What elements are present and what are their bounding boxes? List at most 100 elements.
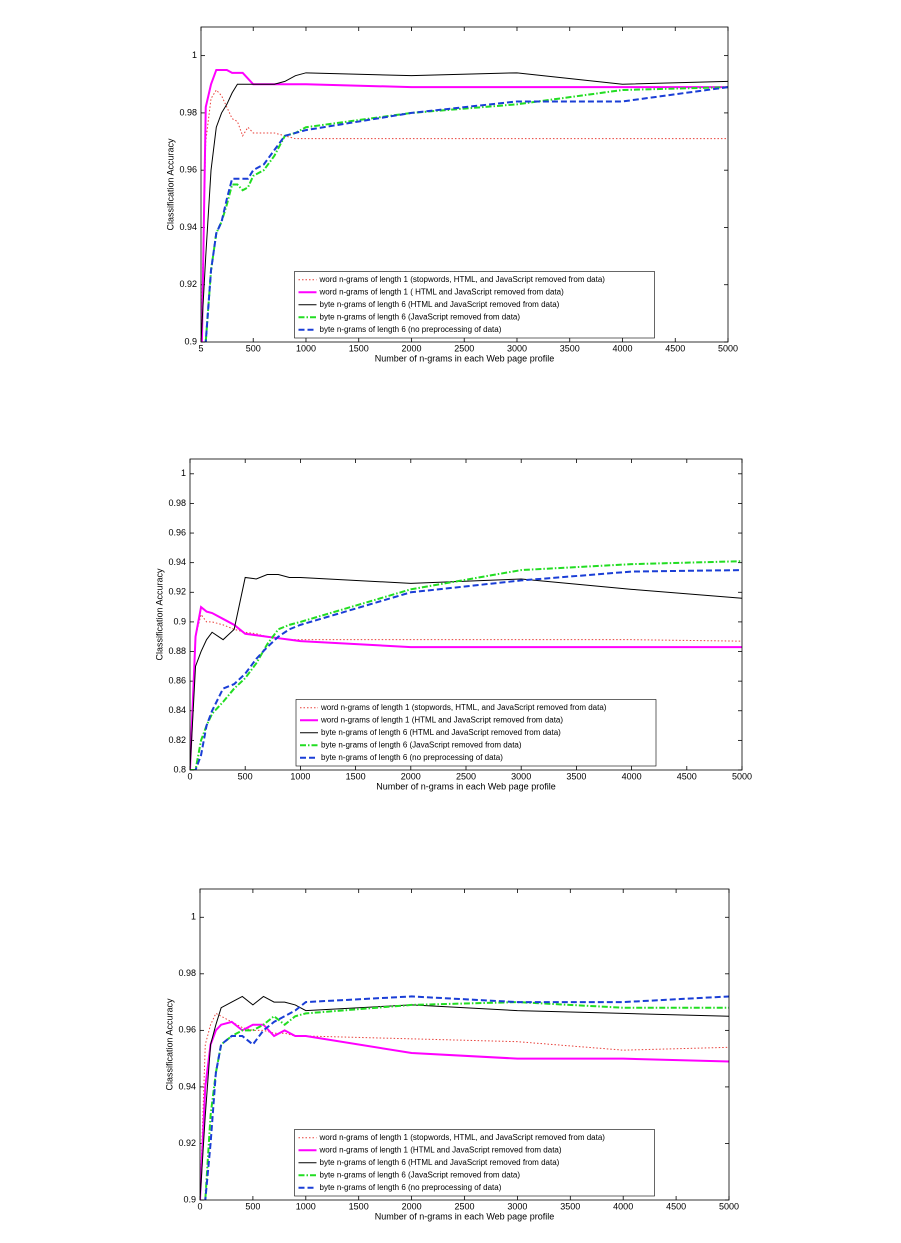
legend-label: byte n-grams of length 6 (HTML and JavaS… xyxy=(320,1158,560,1167)
x-tick-label: 2500 xyxy=(456,771,476,781)
series-line xyxy=(201,68,728,342)
x-tick-label: 3000 xyxy=(511,771,531,781)
legend-box xyxy=(294,1129,655,1197)
legend-label: byte n-grams of length 6 (HTML and JavaS… xyxy=(321,728,561,737)
x-tick-label: 4500 xyxy=(665,343,685,353)
x-tick-label: 500 xyxy=(245,1201,260,1211)
x-tick-label: 2500 xyxy=(454,343,474,353)
plot-frame xyxy=(199,888,730,1201)
y-tick-label: 0.94 xyxy=(178,1081,196,1091)
y-tick-label: 0.8 xyxy=(173,764,186,774)
y-tick-label: 0.96 xyxy=(178,1025,196,1035)
y-tick-label: 0.9 xyxy=(173,616,186,626)
y-tick-label: 0.96 xyxy=(168,527,186,537)
y-tick-label: 0.9 xyxy=(184,336,197,346)
legend-label: byte n-grams of length 6 (JavaScript rem… xyxy=(320,1170,521,1179)
x-tick-label: 2500 xyxy=(454,1201,474,1211)
legend-label: byte n-grams of length 6 (JavaScript rem… xyxy=(321,740,522,749)
x-tick-label: 1500 xyxy=(349,343,369,353)
x-tick-label: 2000 xyxy=(401,771,421,781)
legend: word n-grams of length 1 (stopwords, HTM… xyxy=(294,1129,655,1197)
x-tick-label: 500 xyxy=(246,343,261,353)
x-tick-label: 2000 xyxy=(401,343,421,353)
y-tick-label: 0.92 xyxy=(178,1138,196,1148)
x-tick-label: 0 xyxy=(197,1201,202,1211)
x-tick-label: 2000 xyxy=(402,1201,422,1211)
series-line xyxy=(204,995,729,1200)
series-line xyxy=(201,89,728,342)
legend: word n-grams of length 1 (stopwords, HTM… xyxy=(294,271,655,339)
series-line xyxy=(204,1001,729,1200)
x-tick-label: 4500 xyxy=(677,771,697,781)
x-tick-label: 5 xyxy=(198,343,203,353)
y-tick-label: 1 xyxy=(192,50,197,60)
chart: 5 500 1000 1500 2000 2500 3000 3500 4000 4500 5000… xyxy=(165,26,738,363)
y-tick-label: 0.92 xyxy=(168,587,186,597)
x-tick-label: 3500 xyxy=(560,343,580,353)
x-tick-label: 5000 xyxy=(732,771,752,781)
legend-label: byte n-grams of length 6 (no preprocessi… xyxy=(320,1183,502,1192)
x-tick-label: 4000 xyxy=(622,771,642,781)
x-tick-label: 500 xyxy=(238,771,253,781)
y-tick-label: 0.86 xyxy=(168,676,186,686)
x-tick-label: 1500 xyxy=(349,1201,369,1211)
y-tick-label: 0.84 xyxy=(168,705,186,715)
plot-frame xyxy=(189,458,743,771)
x-tick-label: 1000 xyxy=(296,1201,316,1211)
legend-label: word n-grams of length 1 (stopwords, HTM… xyxy=(319,275,606,284)
legend-label: byte n-grams of length 6 (JavaScript rem… xyxy=(320,312,521,321)
y-tick-label: 0.9 xyxy=(183,1194,196,1204)
series-lines xyxy=(200,995,729,1200)
x-tick-label: 4000 xyxy=(613,1201,633,1211)
series-line xyxy=(201,72,728,342)
x-tick-label: 5000 xyxy=(718,343,738,353)
series-lines xyxy=(190,560,742,770)
legend-label: word n-grams of length 1 (HTML and JavaS… xyxy=(320,715,563,724)
x-tick-label: 5000 xyxy=(719,1201,739,1211)
series-line xyxy=(190,613,742,770)
x-tick-label: 4500 xyxy=(666,1201,686,1211)
x-tick-label: 1000 xyxy=(296,343,316,353)
legend-label: word n-grams of length 1 (stopwords, HTM… xyxy=(319,1133,606,1142)
series-lines xyxy=(201,68,728,342)
series-line xyxy=(204,86,728,342)
y-tick-label: 0.98 xyxy=(178,968,196,978)
y-tick-label: 0.82 xyxy=(168,735,186,745)
legend: word n-grams of length 1 (stopwords, HTM… xyxy=(295,699,657,767)
x-tick-label: 3000 xyxy=(507,343,527,353)
y-tick-label: 1 xyxy=(181,468,186,478)
x-tick-label: 3000 xyxy=(507,1201,527,1211)
y-axis-label: Classification Accuracy xyxy=(164,998,174,1091)
series-line xyxy=(194,569,742,770)
legend-box xyxy=(294,271,655,339)
series-line xyxy=(200,1012,729,1200)
y-tick-label: 0.88 xyxy=(168,646,186,656)
y-tick-label: 0.94 xyxy=(168,557,186,567)
legend-label: byte n-grams of length 6 (no preprocessi… xyxy=(321,753,503,762)
series-line xyxy=(190,560,742,770)
legend-label: word n-grams of length 1 ( HTML and Java… xyxy=(319,287,565,296)
plot-frame xyxy=(200,26,729,343)
y-tick-label: 0.94 xyxy=(179,222,197,232)
y-axis-label: Classification Accuracy xyxy=(154,568,164,661)
x-axis-label: Number of n-grams in each Web page profi… xyxy=(375,353,554,363)
x-tick-label: 1500 xyxy=(346,771,366,781)
y-tick-label: 0.96 xyxy=(179,165,197,175)
legend-label: word n-grams of length 1 (stopwords, HTM… xyxy=(320,703,607,712)
x-tick-label: 0 xyxy=(187,771,192,781)
y-tick-label: 0.92 xyxy=(179,279,197,289)
chart: 0 500 1000 1500 2000 2500 3000 3500 4000 4500 5000… xyxy=(154,458,752,791)
y-tick-label: 0.98 xyxy=(179,107,197,117)
x-tick-label: 1000 xyxy=(290,771,310,781)
x-tick-label: 3500 xyxy=(566,771,586,781)
y-axis-label: Classification Accuracy xyxy=(165,138,175,231)
series-line xyxy=(204,86,728,342)
chart: 0 500 1000 1500 2000 2500 3000 3500 4000 4500 5000… xyxy=(164,888,739,1221)
series-line xyxy=(190,605,742,770)
x-tick-label: 3500 xyxy=(560,1201,580,1211)
legend-box xyxy=(295,699,657,767)
x-tick-label: 4000 xyxy=(612,343,632,353)
legend-label: byte n-grams of length 6 (no preprocessi… xyxy=(320,325,502,334)
